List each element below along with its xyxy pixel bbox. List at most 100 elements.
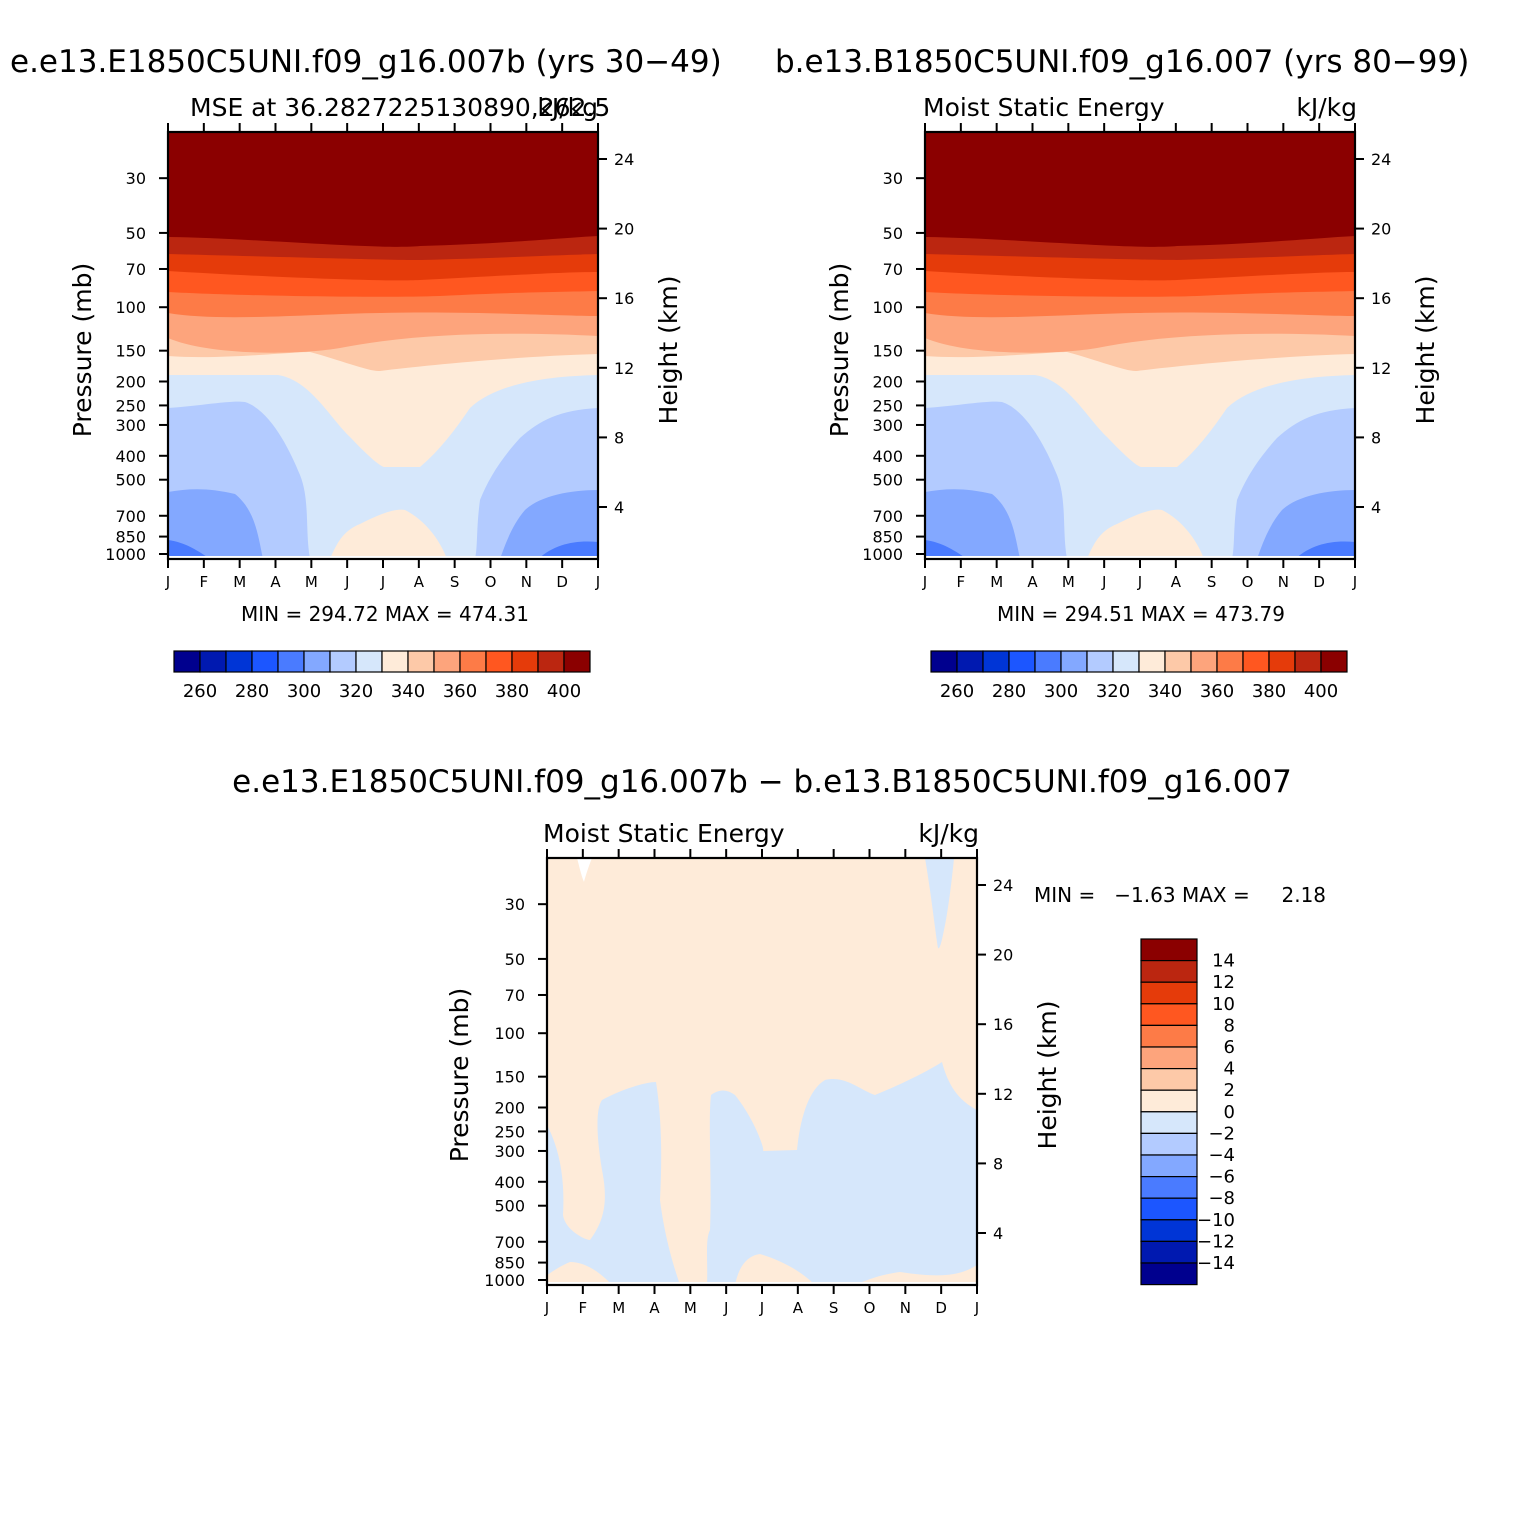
diff-y2tick-label: 20 — [993, 946, 1013, 965]
panel-a-title-right: kJ/kg — [537, 93, 598, 122]
panel-b-ytick-label: 200 — [872, 373, 903, 392]
panel-b-ytick-label: 100 — [872, 298, 903, 317]
panel-a-ytick-label: 500 — [115, 471, 146, 490]
diff-colorbar-swatch — [1140, 1067, 1198, 1091]
panel-b-ytick-label: 70 — [883, 260, 903, 279]
diff-xtick-label: J — [723, 1299, 728, 1317]
panel-b-colorbar-swatch — [1086, 650, 1114, 673]
diff-negative-main — [547, 1062, 977, 1285]
panel-a-surface-gap — [168, 556, 598, 559]
diff-y2tick-label: 4 — [993, 1224, 1003, 1243]
panel-a-title-left: MSE at 36.2827225130890,262.5 — [190, 93, 610, 122]
panel-a-xtick-label: F — [200, 573, 209, 591]
panel-b-ytick-label: 850 — [872, 528, 903, 547]
colorbar-layer: 260 280 300 320 340 360 380 400 260 280 300 320 340 3… — [173, 650, 1348, 1286]
panel-a-colorbar-label: 400 — [547, 681, 581, 702]
diff-colorbar-swatch — [1140, 1111, 1198, 1135]
diff-y2tick-label: 24 — [993, 876, 1013, 895]
panel-b-xtick-label: A — [1171, 573, 1182, 591]
panel-a-band-290-right — [538, 541, 598, 559]
panel-b-ytick-label: 300 — [872, 416, 903, 435]
diff-xtick-label: N — [900, 1299, 911, 1317]
diff-ytick-label: 100 — [494, 1024, 525, 1043]
panel-b-colorbar-label: 400 — [1304, 681, 1338, 702]
panel-b-colorbar-swatch — [1034, 650, 1062, 673]
diff-white-notch — [577, 858, 592, 882]
diff-xtick-label: A — [649, 1299, 660, 1317]
panel-b-y2tick-label: 4 — [1371, 498, 1381, 517]
diff-ytick-label: 70 — [505, 986, 525, 1005]
diff-xtick-label: J — [544, 1299, 549, 1317]
diff-colorbar-swatch — [1140, 1197, 1198, 1221]
panel-a-colorbar-label: 280 — [235, 681, 269, 702]
panel-b-ytick-label: 400 — [872, 447, 903, 466]
panel-a-ytick-label: 50 — [126, 224, 146, 243]
diff-colorbar-label: 2 — [1224, 1080, 1235, 1101]
panel-b-ytick-label: 700 — [872, 507, 903, 526]
diff-xtick-label: J — [759, 1299, 764, 1317]
diff-y2tick-label: 12 — [993, 1085, 1013, 1104]
panel-b-xtick-label: O — [1242, 573, 1254, 591]
panel-a-colorbar-swatch — [485, 650, 513, 673]
diff-ytick-label: 150 — [494, 1068, 525, 1087]
panel-b-xtick-label: N — [1278, 573, 1289, 591]
diff-ytick-label: 250 — [494, 1122, 525, 1141]
panel-a-xtick-label: J — [595, 573, 600, 591]
panel-a-y2label: Height (km) — [654, 276, 683, 425]
panel-a-colorbar-swatch — [329, 650, 357, 673]
diff-colorbar-swatch — [1140, 1240, 1198, 1264]
panel-b-y2tick-label: 24 — [1371, 150, 1391, 169]
panel-b-colorbar-swatch — [1320, 650, 1348, 673]
panel-b-colorbar-label: 260 — [940, 681, 974, 702]
panel-b-colorbar-swatch — [1060, 650, 1088, 673]
diff-surface-gap — [547, 1282, 977, 1285]
panel-a-band-300-right — [500, 490, 598, 559]
diff-colorbar-label: 10 — [1212, 994, 1235, 1015]
panel-a-y2tick-label: 8 — [614, 428, 624, 447]
diff-xtick-label: F — [579, 1299, 588, 1317]
diff-stats: MIN = −1.63 MAX = 2.18 — [1034, 883, 1326, 907]
panel-a-colorbar-swatch — [277, 650, 305, 673]
diff-colorbar-swatch — [1140, 959, 1198, 983]
panel-a-colorbar-label: 320 — [339, 681, 373, 702]
diff-xtick-label: M — [612, 1299, 625, 1317]
panel-b-colorbar-swatch — [1138, 650, 1166, 673]
panel-a-band-300 — [168, 489, 263, 559]
diff-colorbar-swatch — [1140, 1024, 1198, 1048]
panel-b-ylabel: Pressure (mb) — [825, 263, 854, 437]
diff-colorbar-swatch — [1140, 981, 1198, 1005]
diff-ytick-label: 700 — [494, 1233, 525, 1252]
panel-b-y2tick-label: 8 — [1371, 428, 1381, 447]
panel-b-xtick-label: F — [957, 573, 966, 591]
diff-ytick-label: 1000 — [484, 1271, 525, 1290]
diff-xtick-label: J — [974, 1299, 979, 1317]
panel-a-xtick-label: S — [450, 573, 460, 591]
panel-a-stats: MIN = 294.72 MAX = 474.31 — [241, 602, 529, 626]
panel-b-colorbar-label: 280 — [992, 681, 1026, 702]
diff-y2tick-label: 16 — [993, 1015, 1013, 1034]
diff-ytick-label: 50 — [505, 950, 525, 969]
panel-b-y2tick-label: 16 — [1371, 289, 1391, 308]
panel-b-xtick-label: M — [990, 573, 1003, 591]
panel-a-xtick-label: A — [270, 573, 281, 591]
panel-b-colorbar-swatch — [1190, 650, 1218, 673]
panel-a-xtick-label: A — [414, 573, 425, 591]
diff-colorbar-label: 8 — [1224, 1015, 1235, 1036]
panel-a-colorbar-label: 360 — [443, 681, 477, 702]
panel-a-colorbar-swatch — [407, 650, 435, 673]
panel-b-xtick-label: J — [922, 573, 927, 591]
panel-b-band-290 — [925, 540, 967, 559]
diff-colorbar-label: −8 — [1208, 1188, 1235, 1209]
panel-b-colorbar-swatch — [982, 650, 1010, 673]
diff-xtick-label: A — [793, 1299, 804, 1317]
panel-a-xtick-label: J — [344, 573, 349, 591]
diff-colorbar-swatch — [1140, 1154, 1198, 1178]
diff-colorbar-swatch — [1140, 938, 1198, 962]
panel-b-ytick-label: 500 — [872, 471, 903, 490]
panel-b-colorbar-swatch — [1268, 650, 1296, 673]
panel-b-xtick-label: A — [1027, 573, 1038, 591]
panel-b-colorbar-swatch — [1216, 650, 1244, 673]
panel-b-surface-gap — [925, 556, 1355, 559]
diff-colorbar-label: −12 — [1197, 1231, 1235, 1252]
